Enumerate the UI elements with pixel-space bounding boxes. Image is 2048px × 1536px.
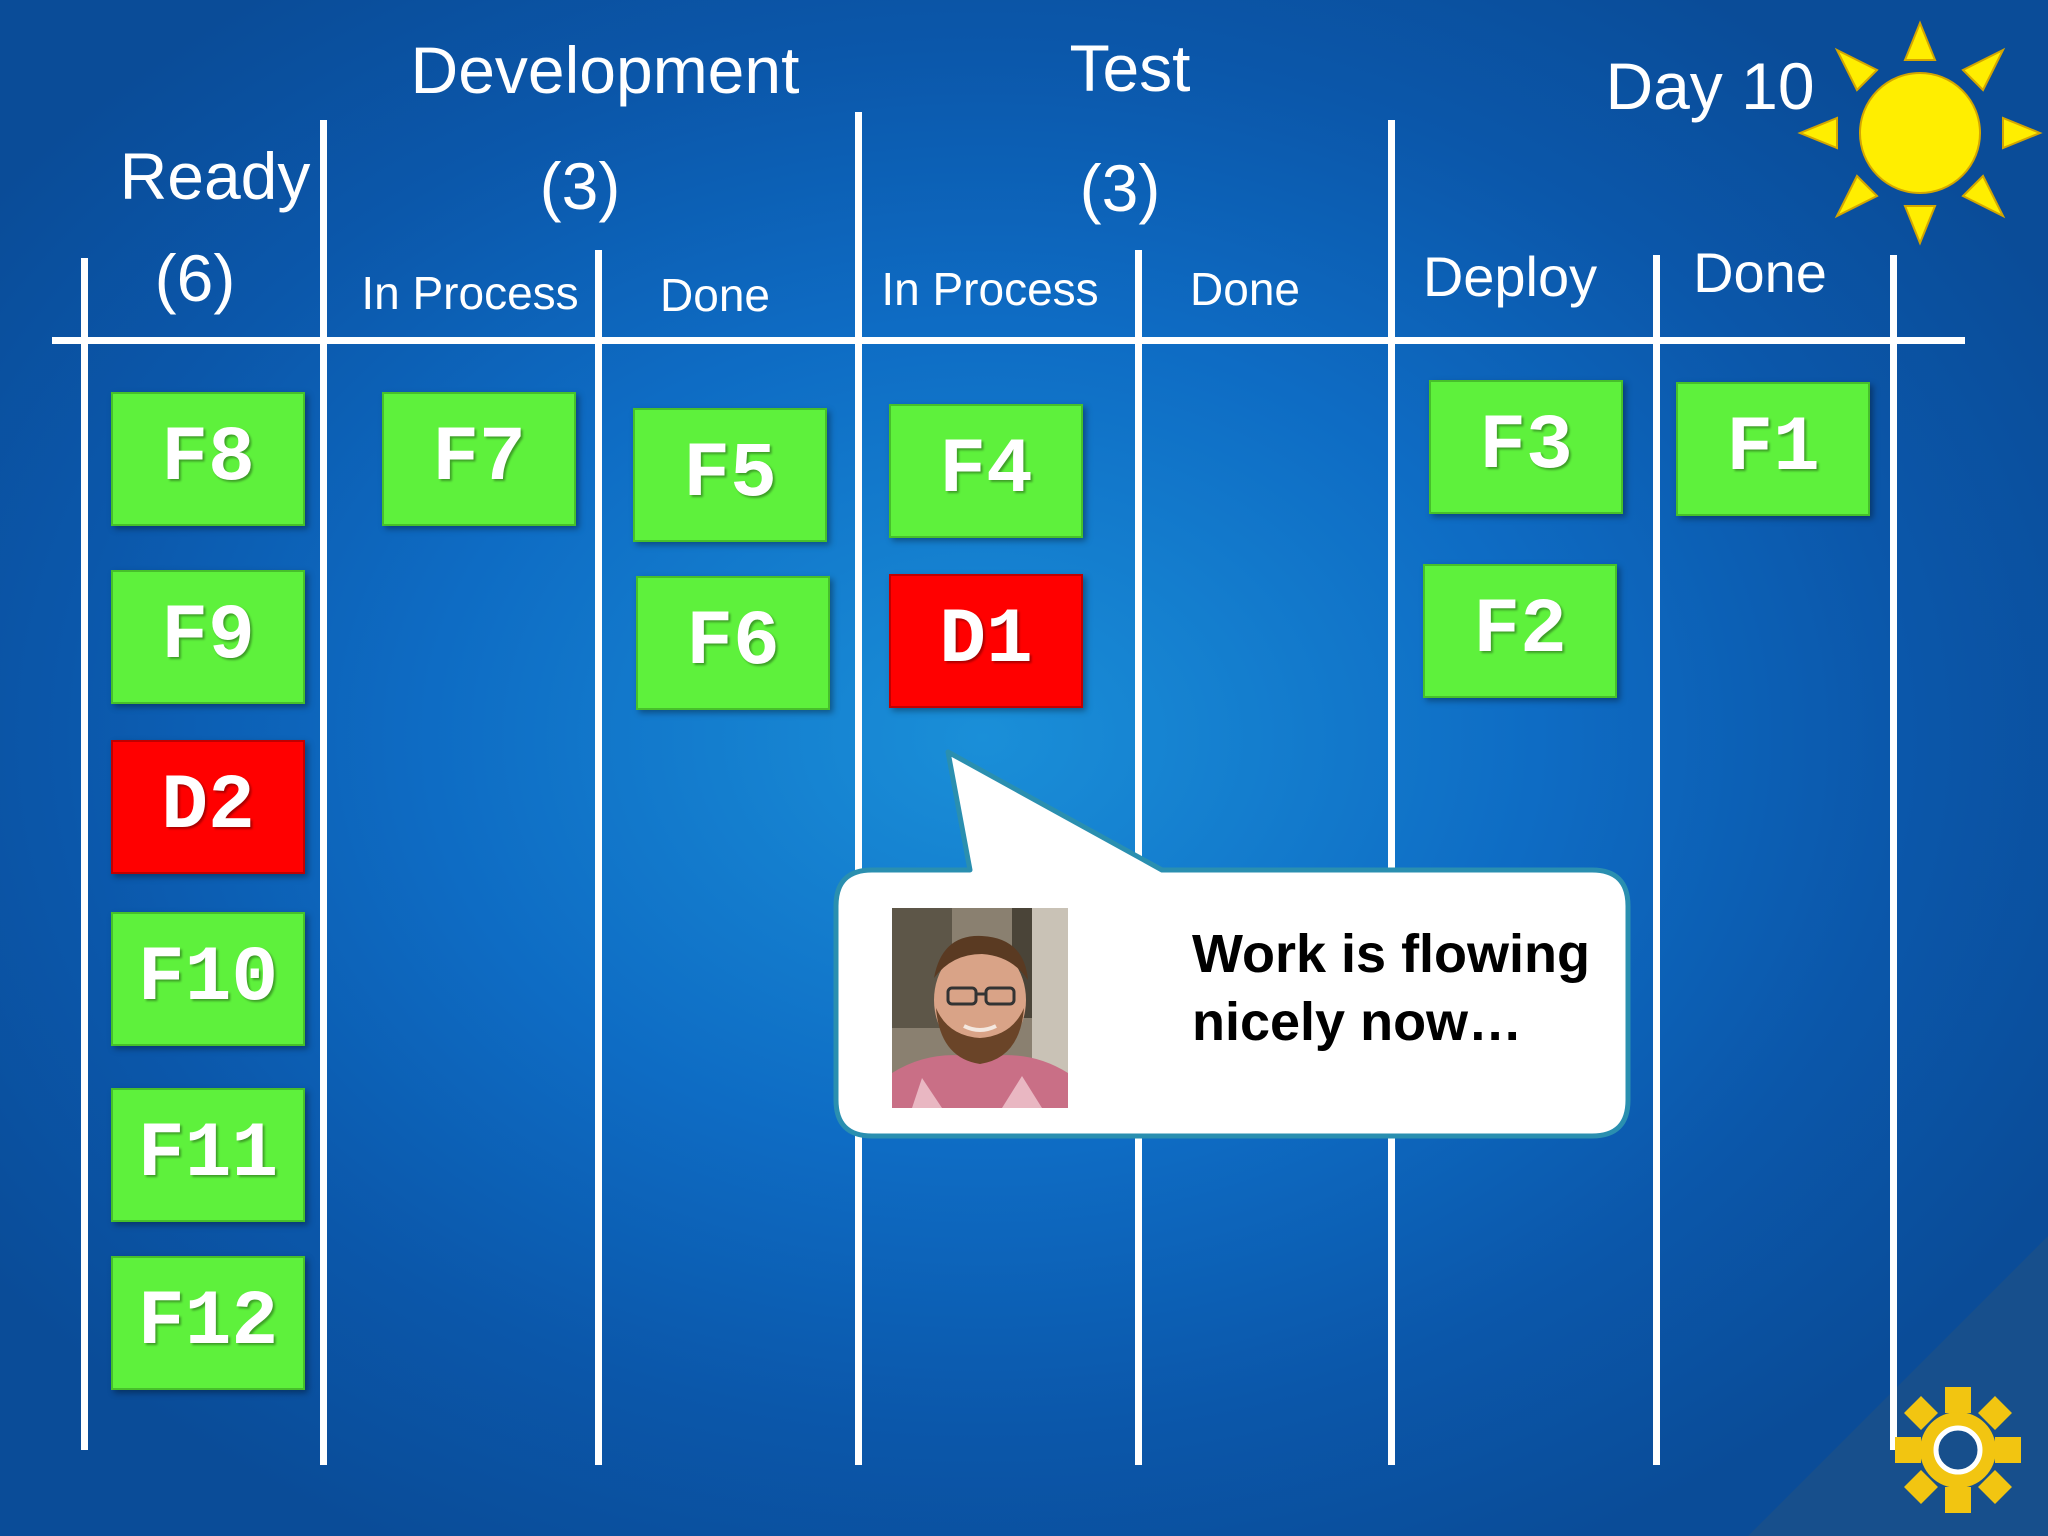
header-test-done: Done: [1190, 263, 1300, 315]
column-divider-done-right: [1890, 255, 1897, 1450]
feature-card-f10[interactable]: F10: [111, 912, 305, 1046]
defect-card-d1[interactable]: D1: [889, 574, 1083, 708]
header-day: Day 10: [1605, 49, 1815, 123]
avatar: [892, 908, 1068, 1108]
feature-card-f1[interactable]: F1: [1676, 382, 1870, 516]
feature-card-f5[interactable]: F5: [633, 408, 827, 542]
header-underline: [52, 337, 1965, 344]
header-test-limit: (3): [1079, 151, 1161, 225]
feature-card-f8[interactable]: F8: [111, 392, 305, 526]
header-deploy: Deploy: [1422, 245, 1598, 308]
header-done: Done: [1693, 241, 1827, 304]
header-test-in-process: In Process: [881, 263, 1099, 315]
header-ready: Ready: [119, 139, 311, 213]
callout-text: Work is flowing nicely now…: [1192, 920, 1632, 1056]
header-test: Test: [1069, 31, 1191, 105]
feature-card-f7[interactable]: F7: [382, 392, 576, 526]
header-development-limit: (3): [539, 149, 621, 223]
column-divider-ready-left: [81, 258, 88, 1450]
feature-card-f4[interactable]: F4: [889, 404, 1083, 538]
column-divider-deploy-done: [1653, 255, 1660, 1465]
header-development: Development: [410, 33, 800, 107]
callout-line-1: Work is flowing: [1192, 924, 1591, 984]
column-divider-dev-test: [855, 112, 862, 1465]
header-dev-in-process: In Process: [361, 267, 579, 319]
feature-card-f2[interactable]: F2: [1423, 564, 1617, 698]
feature-card-f9[interactable]: F9: [111, 570, 305, 704]
header-dev-done: Done: [660, 269, 770, 321]
sun-icon: [1797, 20, 2043, 246]
logo-sun-icon: [1895, 1387, 2021, 1513]
feature-card-f6[interactable]: F6: [636, 576, 830, 710]
header-ready-limit: (6): [154, 241, 236, 315]
feature-card-f12[interactable]: F12: [111, 1256, 305, 1390]
feature-card-f11[interactable]: F11: [111, 1088, 305, 1222]
feature-card-f3[interactable]: F3: [1429, 380, 1623, 514]
column-divider-test-deploy: [1388, 120, 1395, 1465]
column-divider-ready-dev: [320, 120, 327, 1465]
defect-card-d2[interactable]: D2: [111, 740, 305, 874]
callout-line-2: nicely now…: [1192, 992, 1523, 1052]
column-divider-dev-mid: [595, 250, 602, 1465]
